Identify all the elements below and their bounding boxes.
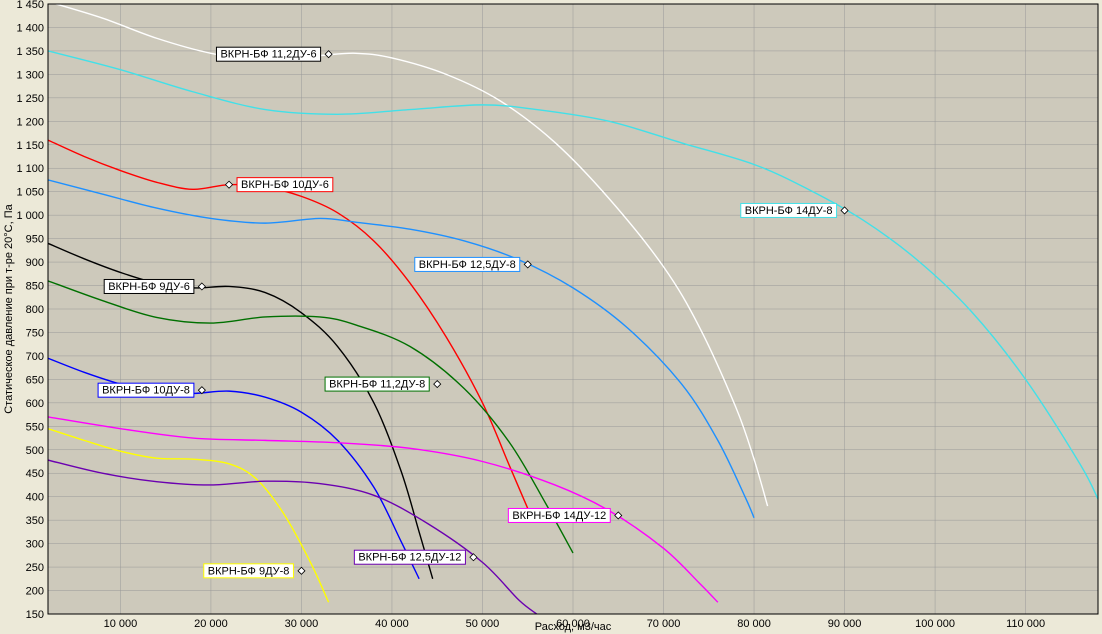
svg-text:1 100: 1 100	[16, 163, 44, 175]
fan-curves-chart: 10 00020 00030 00040 00050 00060 00070 0…	[0, 0, 1102, 634]
svg-text:450: 450	[26, 468, 44, 480]
svg-text:700: 700	[26, 351, 44, 363]
series-label-text: ВКРН-БФ 11,2ДУ-8	[329, 379, 425, 391]
svg-text:150: 150	[26, 609, 44, 621]
x-axis-label: Расход, м3/час	[535, 621, 612, 633]
svg-text:200: 200	[26, 586, 44, 598]
series-label-text: ВКРН-БФ 10ДУ-6	[241, 179, 329, 191]
svg-text:950: 950	[26, 234, 44, 246]
svg-text:1 450: 1 450	[16, 0, 44, 11]
svg-text:800: 800	[26, 304, 44, 316]
svg-text:70 000: 70 000	[647, 618, 681, 630]
svg-text:110 000: 110 000	[1006, 618, 1045, 630]
svg-text:1 000: 1 000	[16, 210, 44, 222]
svg-text:1 250: 1 250	[16, 93, 44, 105]
svg-text:40 000: 40 000	[375, 618, 409, 630]
svg-text:650: 650	[26, 374, 44, 386]
series-label-text: ВКРН-БФ 10ДУ-8	[102, 385, 190, 397]
svg-text:400: 400	[26, 492, 44, 504]
svg-text:100 000: 100 000	[915, 618, 955, 630]
svg-text:90 000: 90 000	[828, 618, 862, 630]
svg-text:1 050: 1 050	[16, 187, 44, 199]
svg-text:50 000: 50 000	[466, 618, 500, 630]
svg-text:1 400: 1 400	[16, 22, 44, 34]
series-label-text: ВКРН-БФ 9ДУ-8	[208, 565, 290, 577]
svg-text:550: 550	[26, 421, 44, 433]
svg-text:10 000: 10 000	[104, 618, 138, 630]
svg-text:1 200: 1 200	[16, 116, 44, 128]
svg-text:80 000: 80 000	[737, 618, 771, 630]
series-label-text: ВКРН-БФ 11,2ДУ-6	[220, 49, 316, 61]
svg-text:1 150: 1 150	[16, 140, 44, 152]
series-label-text: ВКРН-БФ 14ДУ-8	[745, 205, 833, 217]
series-label-text: ВКРН-БФ 14ДУ-12	[512, 510, 606, 522]
y-axis-label: Статическое давление при т-ре 20°С, Па	[3, 203, 15, 413]
svg-text:500: 500	[26, 445, 44, 457]
svg-text:350: 350	[26, 515, 44, 527]
svg-text:250: 250	[26, 562, 44, 574]
svg-text:300: 300	[26, 539, 44, 551]
svg-text:850: 850	[26, 281, 44, 293]
svg-text:600: 600	[26, 398, 44, 410]
svg-text:1 300: 1 300	[16, 69, 44, 81]
svg-text:900: 900	[26, 257, 44, 269]
svg-text:30 000: 30 000	[285, 618, 319, 630]
svg-text:20 000: 20 000	[194, 618, 228, 630]
svg-text:750: 750	[26, 327, 44, 339]
svg-text:1 350: 1 350	[16, 46, 44, 58]
series-label-text: ВКРН-БФ 12,5ДУ-8	[419, 259, 516, 271]
series-label-text: ВКРН-БФ 9ДУ-6	[108, 281, 190, 293]
series-label-text: ВКРН-БФ 12,5ДУ-12	[358, 552, 461, 564]
